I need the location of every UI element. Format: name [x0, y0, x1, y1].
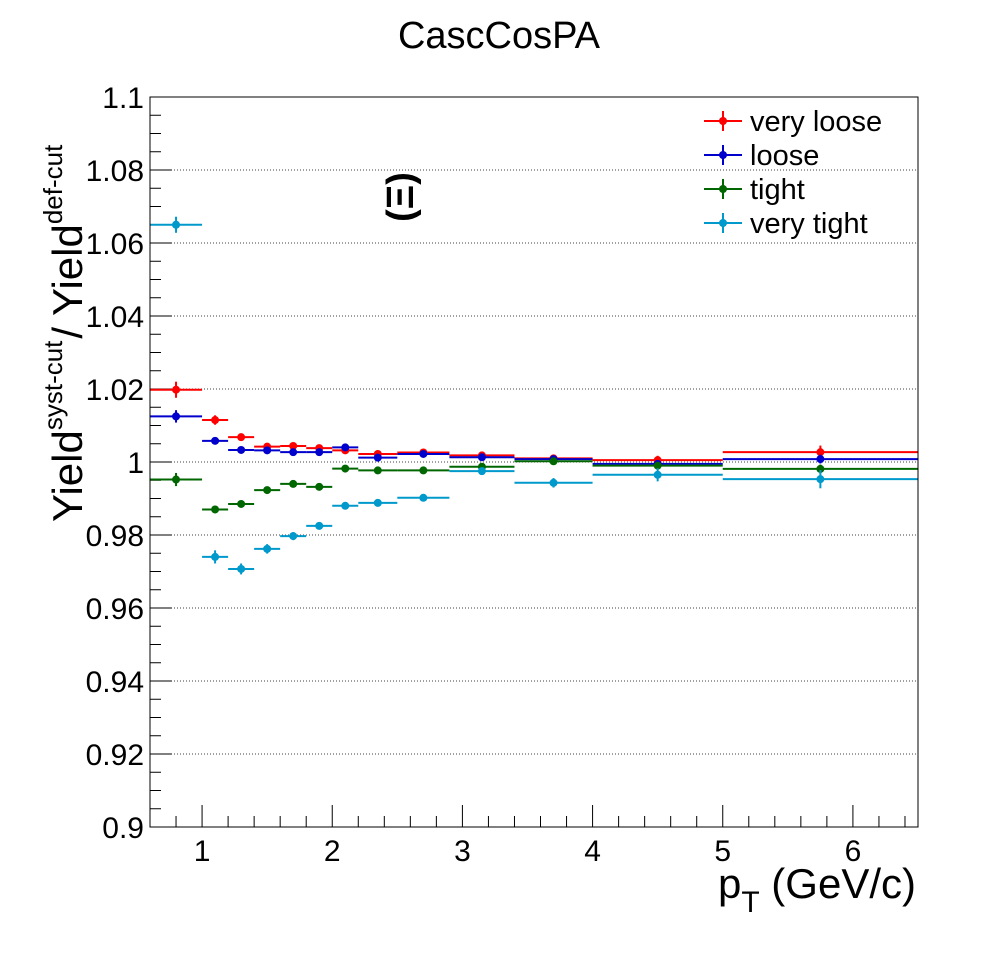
data-point	[237, 564, 246, 573]
y-tick-label: 1	[127, 447, 144, 480]
data-layer	[150, 216, 918, 575]
legend-marker	[719, 117, 727, 125]
data-point	[172, 475, 181, 484]
data-point	[263, 544, 272, 553]
data-point	[419, 449, 428, 458]
data-point	[341, 464, 350, 473]
data-point	[172, 412, 181, 421]
y-tick-label: 0.98	[86, 520, 144, 553]
annotation-bracket-close: )	[380, 172, 422, 185]
y-tick-label: 0.9	[102, 812, 144, 845]
annotation-bracket-open: (	[380, 209, 422, 222]
data-point	[816, 475, 825, 484]
data-point	[315, 521, 324, 530]
y-tick-label: 1.08	[86, 155, 144, 188]
data-point	[653, 470, 662, 479]
x-axis-label: pT (GeV/c)	[718, 860, 916, 919]
data-point	[315, 482, 324, 491]
y-tick-label: 1.06	[86, 228, 144, 261]
legend-marker	[719, 151, 727, 159]
grid-layer	[150, 169, 918, 755]
legend-label: loose	[750, 140, 819, 172]
x-axis-label-sub: T	[741, 886, 759, 919]
y-tick-label: 1.1	[102, 82, 144, 115]
y-axis-label-sup2: def-cut	[38, 144, 68, 224]
y-axis-label-sup1: syst-cut	[38, 340, 68, 430]
x-tick-label: 6	[845, 835, 862, 868]
y-axis-label-part2: / Yield	[44, 224, 91, 338]
legend-label: very loose	[750, 106, 882, 138]
data-point	[289, 448, 298, 457]
data-point	[211, 505, 220, 514]
data-point	[172, 220, 181, 229]
axes-layer: 0.9 0.92 0.94 0.96 0.98 1 1.02 1.04 1.06 1.08 1.1 1…	[86, 82, 906, 868]
data-point	[237, 499, 246, 508]
y-tick-label: 1.04	[86, 301, 144, 334]
data-point	[653, 461, 662, 470]
data-point	[289, 479, 298, 488]
legend-label: very tight	[750, 208, 868, 240]
data-point	[477, 467, 486, 476]
y-tick-label: 1.02	[86, 374, 144, 407]
data-point	[289, 441, 298, 450]
x-tick-label: 3	[454, 835, 471, 868]
y-tick-label: 0.94	[86, 666, 144, 699]
y-tick-label: 0.96	[86, 593, 144, 626]
data-point	[373, 453, 382, 462]
annotation-symbol: Ξ	[380, 185, 422, 209]
x-tick-label: 2	[324, 835, 341, 868]
chart-title: CascCosPA	[398, 15, 601, 57]
legend-marker	[719, 185, 727, 193]
data-point	[477, 453, 486, 462]
data-point	[211, 552, 220, 561]
data-point	[263, 446, 272, 455]
data-point	[211, 436, 220, 445]
data-point	[816, 464, 825, 473]
data-point	[289, 532, 298, 541]
data-point	[211, 416, 220, 425]
data-point	[263, 486, 272, 495]
data-point	[172, 385, 181, 394]
data-point	[419, 493, 428, 502]
x-tick-label: 4	[584, 835, 601, 868]
legend-marker	[719, 219, 727, 227]
particle-annotation: (Ξ)	[380, 172, 422, 222]
data-point	[341, 501, 350, 510]
data-point	[549, 478, 558, 487]
data-point	[373, 498, 382, 507]
x-axis-label-rest: (GeV/c)	[760, 860, 916, 907]
x-axis-label-main: p	[718, 860, 741, 907]
y-axis-label: Yieldsyst-cut/ Yielddef-cut	[38, 144, 91, 522]
data-point	[549, 457, 558, 466]
data-point	[341, 443, 350, 452]
data-point	[816, 455, 825, 464]
x-tick-label: 5	[714, 835, 731, 868]
data-point	[237, 445, 246, 454]
data-point	[816, 448, 825, 457]
y-tick-label: 0.92	[86, 739, 144, 772]
y-axis-label-part1: Yield	[44, 430, 91, 522]
data-point	[419, 466, 428, 475]
x-tick-label: 1	[194, 835, 211, 868]
data-point	[315, 448, 324, 457]
legend-label: tight	[750, 174, 805, 206]
data-point	[237, 433, 246, 442]
data-point	[373, 466, 382, 475]
plot-frame	[149, 96, 919, 828]
series-very-tight	[150, 216, 918, 575]
